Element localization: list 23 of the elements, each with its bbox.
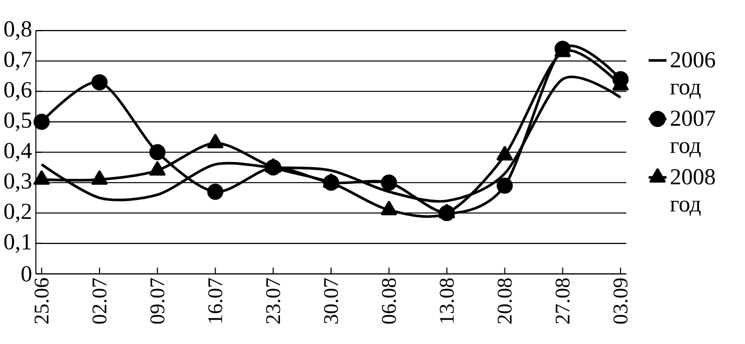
x-tick-label: 23.07 xyxy=(266,278,280,324)
y-tick-label: 0,3 xyxy=(4,173,32,192)
y-tick-label: 0,7 xyxy=(4,52,32,71)
x-tick-label: 30.07 xyxy=(324,278,338,324)
y-tick-label: 0,5 xyxy=(4,112,32,132)
legend-label: 2007 год xyxy=(670,110,716,158)
x-tick-label: 20.08 xyxy=(498,278,512,324)
y-tick-label: 0,4 xyxy=(4,143,32,162)
y-tick-label: 0,6 xyxy=(4,82,32,101)
y-tick-label: 0,2 xyxy=(4,204,31,223)
x-tick-label: 16.07 xyxy=(208,278,222,323)
x-tick-label: 06.08 xyxy=(382,278,396,324)
y-tick-label: 0,8 xyxy=(4,21,32,40)
x-tick-label: 25.06 xyxy=(34,278,49,324)
x-tick-label: 27.08 xyxy=(556,278,570,324)
y-tick-label: 0,1 xyxy=(4,234,31,254)
x-tick-label: 03.09 xyxy=(613,278,628,324)
legend-label: 2008 год xyxy=(670,169,715,216)
x-tick-label: 13.08 xyxy=(440,278,454,323)
x-tick-label: 02.07 xyxy=(92,278,107,324)
y-tick-label: 0 xyxy=(22,266,32,282)
legend-label: 2006 год xyxy=(670,52,716,99)
x-tick-label: 09.07 xyxy=(150,278,164,324)
